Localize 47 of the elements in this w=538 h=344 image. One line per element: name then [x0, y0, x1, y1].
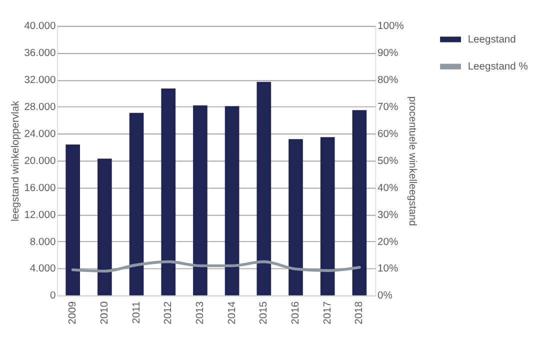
bar	[193, 105, 208, 296]
x-tick-label: 2011	[131, 301, 142, 324]
y2-tick-label: 90%	[378, 48, 398, 60]
y-tick-label: 12.000	[24, 210, 56, 221]
y2-tick-label: 0%	[378, 290, 392, 302]
bar	[288, 139, 303, 296]
x-tick-label: 2015	[258, 301, 270, 324]
x-tick-label: 2014	[226, 301, 238, 324]
y2-axis-title: procentuele winkelleegstand	[406, 96, 418, 226]
y2-tick-label: 80%	[378, 75, 398, 86]
y2-tick-label: 20%	[378, 236, 398, 248]
x-tick-label: 2013	[195, 301, 206, 324]
y-tick-label: 0	[50, 290, 56, 302]
y-tick-label: 24.000	[24, 128, 56, 140]
y2-tick-label: 30%	[378, 210, 398, 221]
y2-tick-label: 100%	[378, 21, 404, 32]
y-tick-label: 32.000	[24, 75, 56, 86]
y-tick-label: 4.000	[30, 264, 56, 275]
y2-tick-label: 60%	[378, 128, 398, 140]
legend-label: Leegstand %	[468, 61, 528, 72]
bar	[129, 112, 144, 296]
y-tick-label: 20.000	[24, 156, 56, 167]
bar	[98, 158, 112, 296]
y-tick-label: 28.000	[24, 102, 56, 114]
x-tick-label: 2016	[290, 301, 302, 324]
bar	[256, 82, 272, 296]
legend-label: Leegstand	[468, 34, 516, 46]
y-tick-label: 8.000	[30, 236, 56, 248]
bar	[224, 106, 240, 296]
bar	[161, 88, 176, 296]
y2-tick-label: 70%	[378, 102, 398, 114]
x-tick-label: 2018	[354, 301, 366, 324]
line-series	[71, 260, 361, 273]
x-tick-label: 2009	[68, 301, 79, 324]
x-tick-label: 2012	[163, 301, 174, 324]
bar	[320, 137, 335, 296]
y2-tick-label: 40%	[378, 182, 398, 194]
y2-tick-label: 50%	[378, 156, 398, 167]
y-axis-title: leegstand winkeloppervlak	[10, 100, 22, 222]
x-tick-label: 2017	[322, 301, 334, 324]
x-tick-label: 2010	[99, 301, 110, 324]
y-tick-label: 36.000	[24, 48, 56, 60]
bar	[352, 110, 367, 296]
y-tick-label: 16.000	[24, 182, 56, 194]
y2-tick-label: 10%	[378, 264, 398, 275]
bar	[66, 144, 80, 296]
y-tick-label: 40.000	[24, 21, 56, 32]
